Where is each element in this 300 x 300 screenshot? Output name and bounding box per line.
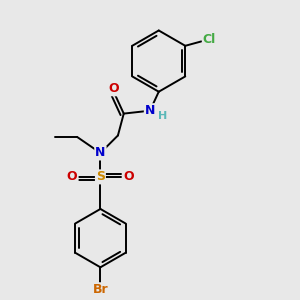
Text: H: H: [158, 111, 167, 121]
Text: Br: Br: [93, 283, 108, 296]
Text: Cl: Cl: [203, 34, 216, 46]
Text: O: O: [108, 82, 119, 95]
Text: S: S: [96, 170, 105, 183]
Text: O: O: [123, 170, 134, 183]
Text: N: N: [145, 104, 155, 117]
Text: N: N: [95, 146, 106, 160]
Text: O: O: [67, 170, 77, 183]
